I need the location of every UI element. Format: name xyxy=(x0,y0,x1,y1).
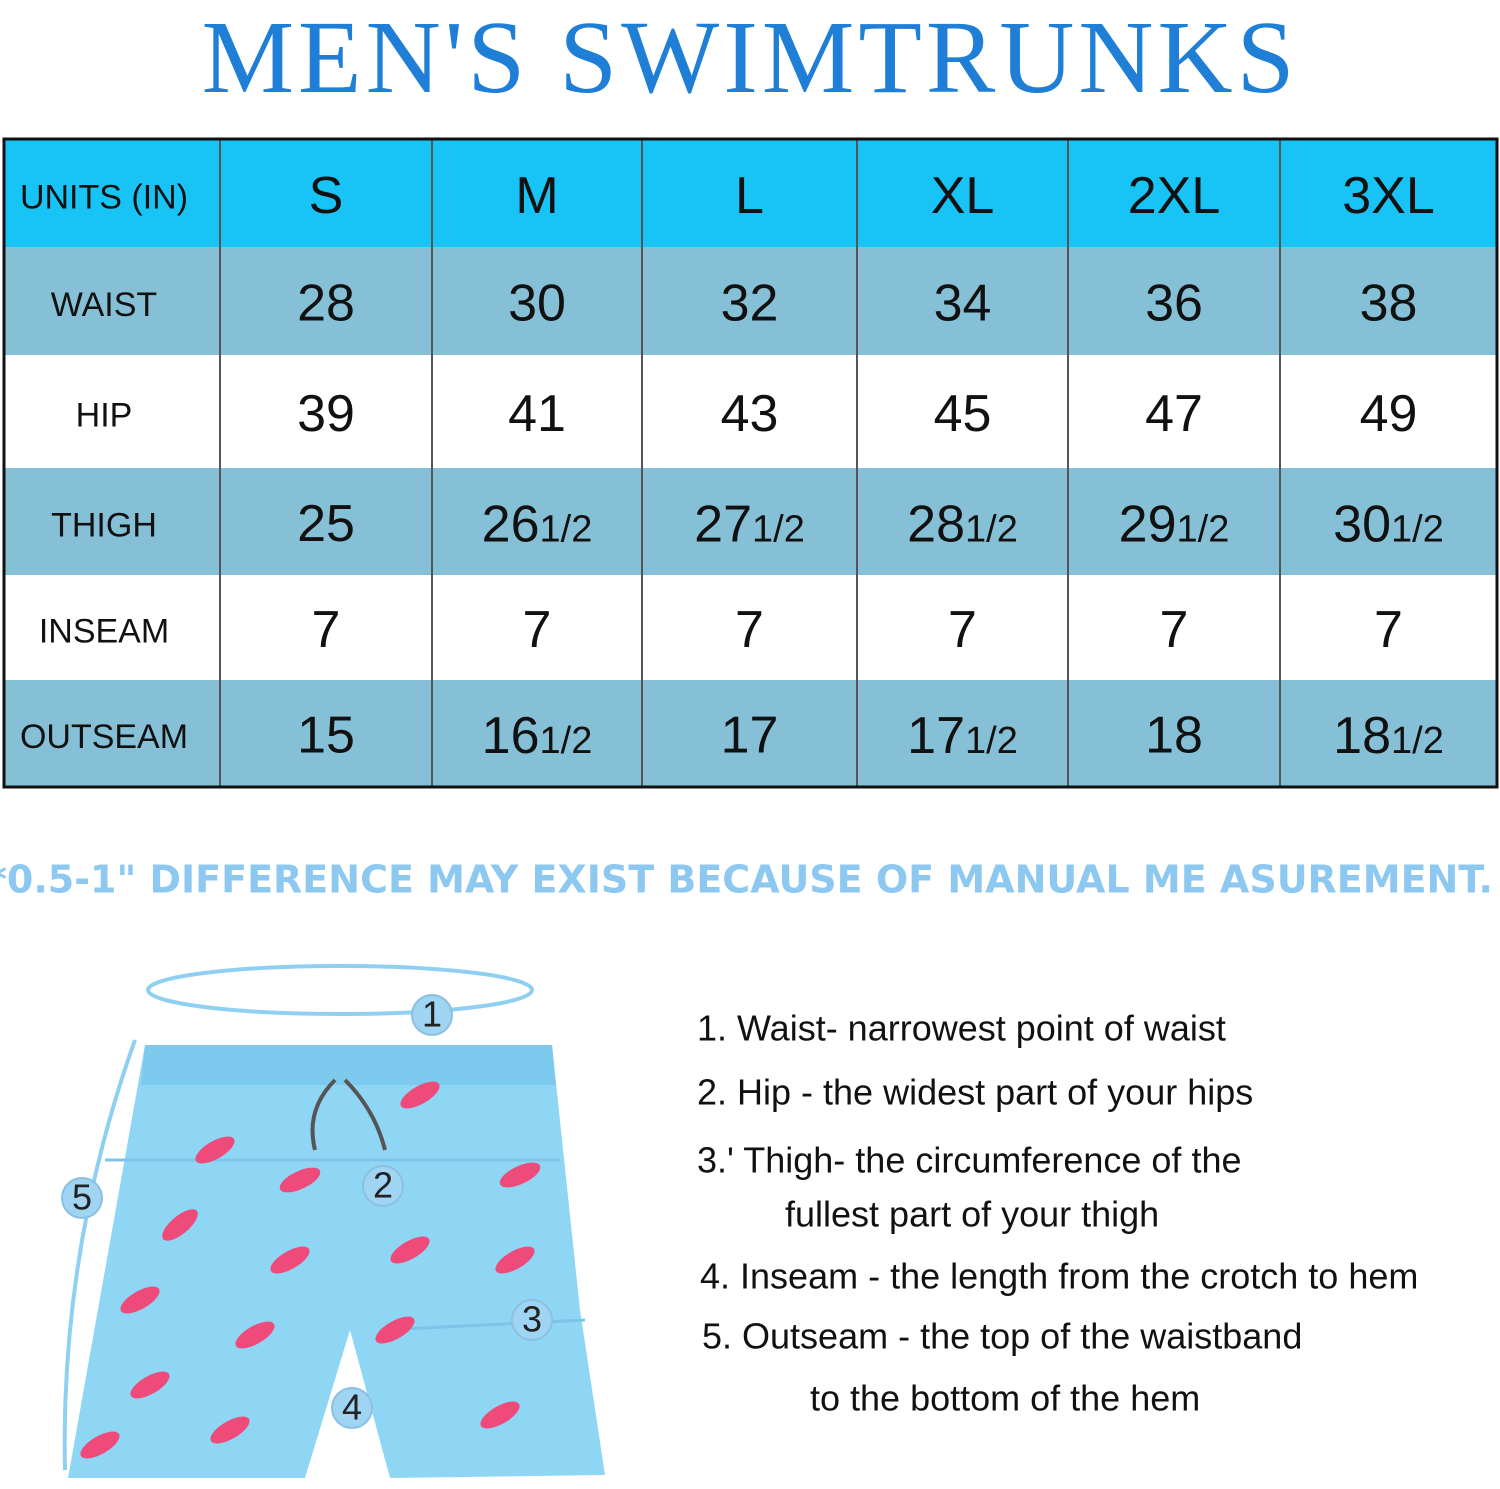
marker-label: 3 xyxy=(522,1299,542,1340)
marker-label: 4 xyxy=(342,1387,362,1428)
row-label: HIP xyxy=(76,396,133,434)
instruction-line: 1. Waist- narrowest point of waist xyxy=(697,1008,1226,1049)
cell-fraction: 1/2 xyxy=(540,509,593,551)
cell: 301/2 xyxy=(1333,495,1444,553)
waistband xyxy=(141,1045,556,1085)
marker-label: 1 xyxy=(422,994,442,1035)
cell-whole: 27 xyxy=(694,495,752,553)
cell: 39 xyxy=(297,385,355,443)
row-label: INSEAM xyxy=(39,612,169,650)
row-label: THIGH xyxy=(51,506,157,544)
drawstring xyxy=(310,1078,387,1151)
table-border xyxy=(2,137,1499,789)
marker-circle xyxy=(61,1177,103,1219)
marker-label: 2 xyxy=(373,1165,393,1206)
row-bg xyxy=(4,140,1497,247)
instruction-line: 4. Inseam - the length from the crotch t… xyxy=(700,1256,1418,1297)
cell: 17 xyxy=(721,707,779,765)
cell-fraction: 1/2 xyxy=(752,509,805,551)
cell-whole: 17 xyxy=(907,707,965,765)
row-bg xyxy=(4,355,1497,468)
cell: 291/2 xyxy=(1119,495,1230,553)
cell: 7 xyxy=(948,601,977,659)
cell: 7 xyxy=(1374,601,1403,659)
cell-fraction: 1/2 xyxy=(1391,720,1444,762)
size-header: M xyxy=(515,167,558,225)
instruction-line: 2. Hip - the widest part of your hips xyxy=(697,1072,1253,1113)
marker-circle xyxy=(411,994,453,1036)
cell: 45 xyxy=(934,385,992,443)
cell-fraction: 1/2 xyxy=(965,720,1018,762)
outseam-line xyxy=(62,1039,137,1471)
cell: 15 xyxy=(297,707,355,765)
cell-fraction: 1/2 xyxy=(1391,509,1444,551)
marker-circle xyxy=(362,1165,404,1207)
cell: 7 xyxy=(735,601,764,659)
cell: 49 xyxy=(1360,385,1418,443)
instruction-line: 3.' Thigh- the circumference of the xyxy=(697,1140,1241,1181)
cell: 28 xyxy=(297,275,355,333)
cell: 34 xyxy=(934,275,992,333)
cell: 41 xyxy=(508,385,566,443)
marker-label: 5 xyxy=(72,1177,92,1218)
cell-whole: 29 xyxy=(1119,495,1177,553)
cell: 25 xyxy=(297,495,355,553)
row-bg xyxy=(4,575,1497,680)
size-header: S xyxy=(309,167,344,225)
row-bg xyxy=(4,680,1497,786)
cell: 36 xyxy=(1145,275,1203,333)
cell: 38 xyxy=(1360,275,1418,333)
cell: 7 xyxy=(523,601,552,659)
size-table: UNITS (IN) S M L XL 2XL 3XL WAIST 28 30 32 34 36 38 HI… xyxy=(2,137,1499,789)
instructions: 1. Waist- narrowest point of waist 2. Hip… xyxy=(697,1008,1418,1419)
cell: 43 xyxy=(721,385,779,443)
cell-whole: 30 xyxy=(1333,495,1391,553)
cell-whole: 28 xyxy=(907,495,965,553)
shorts-illustration xyxy=(62,964,605,1478)
row-label: WAIST xyxy=(51,286,157,324)
dolphins xyxy=(80,1081,541,1459)
size-header: 3XL xyxy=(1342,167,1435,225)
row-bg xyxy=(4,468,1497,575)
cell: 271/2 xyxy=(694,495,805,553)
marker-circle xyxy=(331,1387,373,1429)
cell: 32 xyxy=(721,275,779,333)
size-header: L xyxy=(735,167,764,225)
title: MEN'S SWIMTRUNKS xyxy=(202,0,1299,115)
cell-fraction: 1/2 xyxy=(1177,509,1230,551)
row-label: OUTSEAM xyxy=(20,718,188,756)
cell-whole: 26 xyxy=(482,495,540,553)
markers: 1 2 3 4 5 xyxy=(61,994,553,1429)
cell: 181/2 xyxy=(1333,707,1444,765)
row-bg xyxy=(4,247,1497,355)
instruction-line: to the bottom of the hem xyxy=(810,1378,1200,1419)
cell: 261/2 xyxy=(482,495,593,553)
cell: 161/2 xyxy=(482,707,593,765)
waist-ellipse xyxy=(146,964,534,1016)
cell: 171/2 xyxy=(907,707,1018,765)
size-header: XL xyxy=(931,167,995,225)
size-header: 2XL xyxy=(1128,167,1221,225)
instruction-line: 5. Outseam - the top of the waistband xyxy=(702,1316,1302,1357)
header-label: UNITS (IN) xyxy=(20,178,188,216)
marker-circle xyxy=(511,1299,553,1341)
cell-fraction: 1/2 xyxy=(965,509,1018,551)
cell: 7 xyxy=(1160,601,1189,659)
cell: 47 xyxy=(1145,385,1203,443)
cell: 18 xyxy=(1145,707,1203,765)
cell: 7 xyxy=(312,601,341,659)
cell: 281/2 xyxy=(907,495,1018,553)
instruction-line: fullest part of your thigh xyxy=(785,1194,1159,1235)
cell-fraction: 1/2 xyxy=(540,720,593,762)
note: *0.5-1" DIFFERENCE MAY EXIST BECAUSE OF … xyxy=(0,858,1493,902)
cell-whole: 18 xyxy=(1333,707,1391,765)
cell: 30 xyxy=(508,275,566,333)
cell-whole: 16 xyxy=(482,707,540,765)
